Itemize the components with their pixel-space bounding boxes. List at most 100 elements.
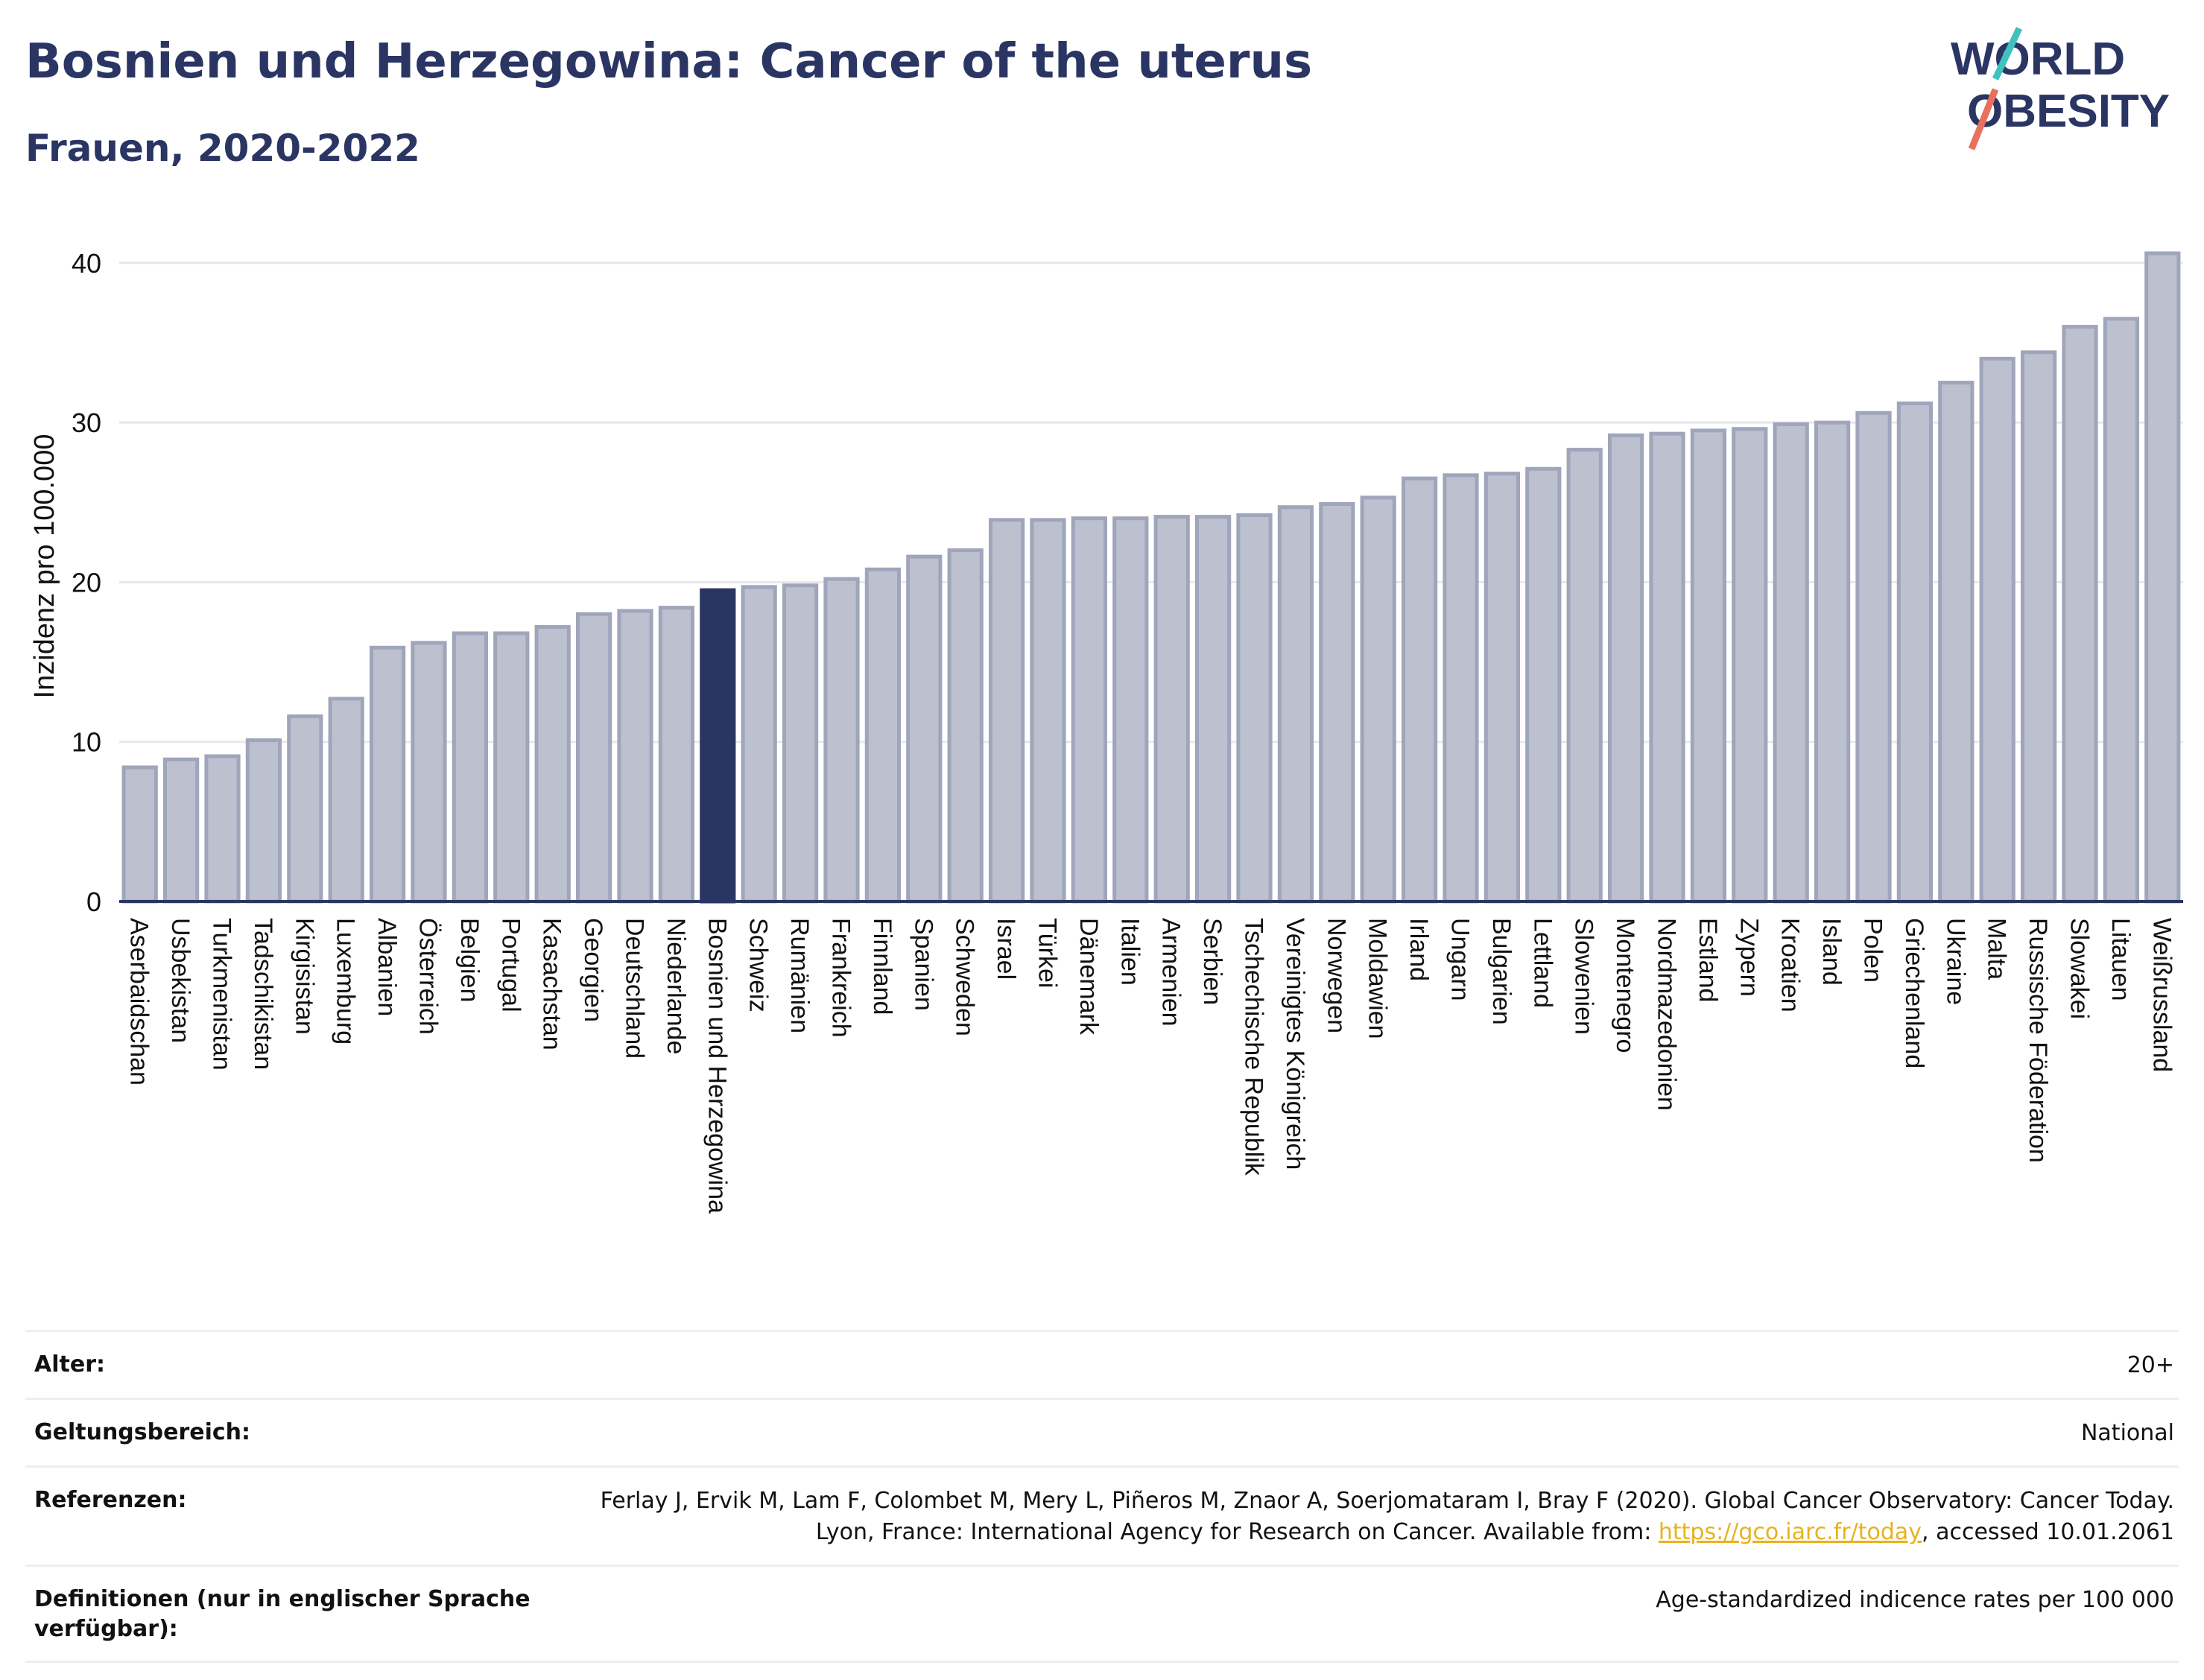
x-tick-label: Ungarn [1446,918,1475,1001]
bar [1236,513,1273,904]
bar [287,714,323,904]
bar [1732,427,1768,904]
x-tick-label: Belgien [455,918,484,1002]
x-axis-labels: Aserbaidschan Usbekistan Turkmenistan Tadsc… [125,918,2176,1214]
x-tick-label: Vereinigtes Königreich [1281,918,1309,1170]
x-tick-label: Italien [1115,918,1144,986]
x-tick-label: Schweden [951,918,979,1036]
x-tick-label: Türkei [1033,918,1062,988]
x-tick-label: Weißrussland [2147,918,2176,1072]
bar [1814,420,1851,904]
bar [1360,495,1396,904]
reference-text: Ferlay J, Ervik M, Lam F, Colombet M, Me… [600,1488,2174,1545]
bar [617,609,653,904]
x-tick-label: Slowenien [1570,918,1598,1035]
logo-text-world: WORLD [1951,34,2125,85]
meta-label: Definitionen (nur in englischer Sprache … [34,1586,531,1642]
bar [700,588,736,904]
bar [1277,505,1314,904]
x-tick-label: Schweiz [744,918,773,1012]
x-tick-label: Polen [1859,918,1887,983]
x-tick-label: Bulgarien [1487,918,1516,1025]
meta-label: Alter: [34,1351,105,1378]
x-tick-label: Turkmenistan [208,918,236,1071]
bar [741,585,777,904]
y-tick-label: 40 [72,248,101,279]
y-tick-label: 30 [72,408,101,438]
bar [369,645,406,904]
bar [658,606,695,904]
meta-value: 20+ [2127,1352,2174,1378]
world-obesity-logo: WORLD OBESITY [1951,27,2170,150]
bar [2144,251,2181,904]
x-tick-label: Serbien [1198,918,1226,1005]
bar [1319,501,1355,904]
x-tick-label: Kasachstan [538,918,566,1050]
x-tick-label: Portugal [496,918,525,1012]
x-tick-label: Russische Föderation [2024,918,2052,1163]
bar [245,738,282,904]
meta-row: Referenzen: Ferlay J, Ervik M, Lam F, Col… [25,1465,2179,1565]
x-tick-label: Usbekistan [166,918,194,1043]
reference-accessed: , accessed 10.01.2061 [1922,1519,2174,1545]
bar [1112,516,1149,904]
x-tick-label: Bosnien und Herzegowina [703,918,731,1214]
metadata-table: Alter: 20+ Geltungsbereich: National Referen… [25,1330,2179,1663]
bar [1566,448,1603,904]
x-tick-label: Aserbaidschan [125,918,153,1085]
bar [1938,381,1975,904]
x-tick-label: Tadschikistan [249,918,277,1070]
bar [1690,428,1727,904]
bar [493,631,530,904]
bar [534,624,571,904]
meta-value: Age-standardized indicence rates per 100… [1656,1587,2174,1613]
x-tick-label: Moldawien [1364,918,1392,1039]
x-tick-label: Litauen [2106,918,2135,1001]
bar [121,765,158,904]
bar [1443,473,1479,904]
y-tick-label: 20 [72,567,101,597]
meta-row: Geltungsbereich: National [25,1398,2179,1465]
bar [1194,515,1232,904]
bar [947,548,984,904]
x-tick-label: Montenegro [1611,918,1639,1053]
y-axis-label: Inzidenz pro 100.000 [29,434,60,699]
bar [575,612,612,904]
bar [1525,466,1562,904]
x-tick-label: Dänemark [1074,918,1103,1036]
x-tick-label: Georgien [579,918,607,1022]
bar [452,631,489,904]
bar [1483,472,1521,904]
x-tick-label: Island [1817,918,1846,986]
bar [162,757,200,904]
x-tick-label: Luxemburg [332,918,360,1045]
reference-link[interactable]: https://gco.iarc.fr/today [1658,1519,1922,1545]
x-tick-label: Rumänien [785,918,814,1033]
bar [906,554,943,904]
bar [782,583,819,904]
x-tick-label: Norwegen [1322,918,1350,1033]
meta-row: Alter: 20+ [25,1330,2179,1398]
x-tick-label: Albanien [373,918,401,1016]
x-tick-label: Frankreich [827,918,855,1038]
meta-value: Ferlay J, Ervik M, Lam F, Colombet M, Me… [554,1486,2179,1548]
x-tick-label: Kroatien [1776,918,1805,1012]
bar [1030,518,1066,904]
bar [1401,476,1438,904]
bar [823,577,860,904]
bar [988,518,1025,904]
bar [1896,401,1934,904]
meta-row: Definitionen (nur in englischer Sprache … [25,1565,2179,1663]
meta-value: National [2080,1420,2174,1446]
x-tick-label: Tschechische Republik [1240,918,1268,1176]
bar [2020,350,2057,904]
x-tick-label: Armenien [1157,918,1185,1027]
bar [1855,411,1892,904]
bar [1071,516,1108,904]
x-tick-label: Nordmazedonien [1653,918,1681,1111]
bar-chart: 0 10 20 30 40 Aserbaidschan Usbekistan Turkmen… [29,248,2183,1214]
logo-slash-teal [1992,27,2023,80]
bar [864,567,902,904]
x-tick-label: Österreich [414,918,443,1035]
x-tick-label: Irland [1405,918,1433,981]
